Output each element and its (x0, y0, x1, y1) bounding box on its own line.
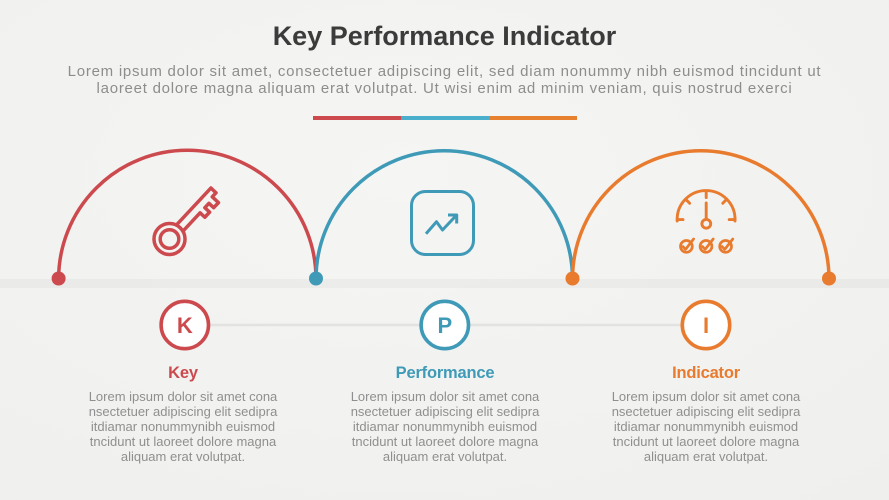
svg-text:I: I (703, 313, 709, 338)
svg-text:P: P (437, 313, 452, 338)
svg-text:K: K (177, 313, 193, 338)
